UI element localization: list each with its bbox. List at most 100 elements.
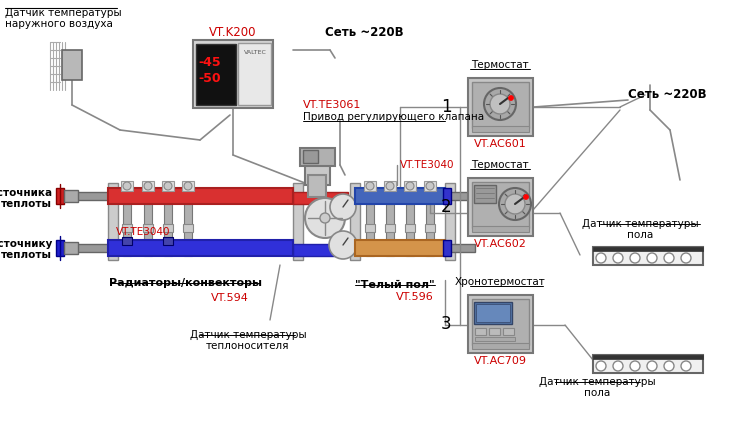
Circle shape [484, 88, 516, 120]
Text: теплоносителя: теплоносителя [206, 341, 290, 351]
Bar [468, 78, 533, 136]
Text: Сеть ~220В: Сеть ~220В [325, 27, 404, 40]
Text: VT.K200: VT.K200 [209, 27, 256, 40]
Bar [196, 44, 236, 105]
Circle shape [386, 182, 394, 190]
Bar [293, 183, 303, 260]
Bar [593, 247, 703, 251]
Circle shape [630, 361, 640, 371]
Text: Хронотермостат: Хронотермостат [454, 277, 545, 287]
Bar [443, 188, 451, 204]
Bar [305, 155, 330, 185]
Bar [60, 244, 110, 252]
Bar [108, 183, 118, 260]
Circle shape [123, 182, 131, 190]
Text: пола: пола [627, 230, 653, 240]
Circle shape [664, 253, 674, 263]
Bar [476, 304, 510, 322]
Bar [425, 224, 435, 232]
Text: наружного воздуха: наружного воздуха [5, 19, 112, 29]
Text: Сеть ~220В: Сеть ~220В [628, 88, 706, 101]
Circle shape [164, 182, 172, 190]
Text: Датчик температуры: Датчик температуры [190, 330, 306, 340]
Circle shape [596, 361, 606, 371]
Bar [365, 224, 375, 232]
Text: теплоты: теплоты [1, 199, 52, 209]
Circle shape [613, 361, 623, 371]
Bar [426, 204, 434, 256]
Circle shape [681, 253, 691, 263]
Bar [56, 240, 64, 256]
Circle shape [406, 182, 414, 190]
Bar [503, 328, 514, 335]
Text: 2: 2 [441, 198, 452, 216]
Bar [121, 181, 133, 191]
Text: Радиаторы/конвекторы: Радиаторы/конвекторы [109, 278, 262, 288]
Bar [300, 148, 335, 166]
Circle shape [499, 188, 531, 220]
Bar [164, 204, 172, 256]
Circle shape [630, 253, 640, 263]
Bar [162, 181, 174, 191]
Text: теплоты: теплоты [1, 250, 52, 260]
Bar [123, 204, 131, 256]
Bar [593, 355, 703, 359]
Bar [468, 295, 533, 353]
Circle shape [490, 94, 510, 114]
Bar [355, 188, 445, 204]
Text: VT.AC602: VT.AC602 [473, 239, 526, 249]
Bar [593, 355, 703, 373]
Text: пола: пола [584, 388, 610, 398]
Bar [475, 328, 486, 335]
Bar [445, 244, 475, 252]
Bar [472, 82, 529, 128]
Circle shape [647, 361, 657, 371]
Bar [475, 337, 515, 341]
Bar [386, 204, 394, 256]
Text: Термостат: Термостат [471, 160, 529, 170]
Bar [366, 204, 374, 256]
Bar [350, 183, 360, 260]
Bar [308, 175, 326, 197]
Bar [474, 185, 496, 203]
Circle shape [366, 182, 374, 190]
Circle shape [329, 231, 357, 259]
Text: VT.594: VT.594 [211, 293, 249, 303]
Circle shape [596, 253, 606, 263]
Circle shape [426, 182, 434, 190]
Bar [193, 40, 273, 108]
Text: VT.TE3040: VT.TE3040 [400, 160, 454, 170]
Text: От источника: От источника [0, 188, 52, 198]
Text: Датчик температуры: Датчик температуры [5, 8, 122, 18]
Bar [108, 188, 293, 204]
Bar [489, 328, 500, 335]
Text: VT.596: VT.596 [396, 292, 433, 302]
Bar [472, 126, 529, 132]
Circle shape [613, 253, 623, 263]
Circle shape [664, 361, 674, 371]
Bar [182, 181, 194, 191]
Text: -50: -50 [199, 72, 221, 85]
Text: VT.AC601: VT.AC601 [474, 139, 526, 149]
Bar [183, 224, 193, 232]
Bar [238, 43, 271, 105]
Bar [163, 237, 173, 245]
Text: К источнику: К источнику [0, 239, 52, 249]
Text: Датчик температуры: Датчик температуры [582, 219, 698, 229]
Bar [122, 224, 132, 232]
Bar [293, 244, 348, 256]
Bar [472, 343, 529, 349]
Bar [108, 240, 293, 256]
Bar [293, 192, 348, 204]
Bar [472, 299, 529, 345]
Bar [56, 188, 64, 204]
Circle shape [509, 96, 514, 101]
Text: VT.TE3061: VT.TE3061 [303, 100, 362, 110]
Bar [424, 181, 436, 191]
Text: VT.AC709: VT.AC709 [473, 356, 526, 366]
Bar [163, 224, 173, 232]
Bar [404, 181, 416, 191]
Text: VT.TE3040: VT.TE3040 [116, 227, 170, 237]
Bar [355, 240, 445, 256]
Text: Привод регулирующего клапана: Привод регулирующего клапана [303, 112, 484, 122]
